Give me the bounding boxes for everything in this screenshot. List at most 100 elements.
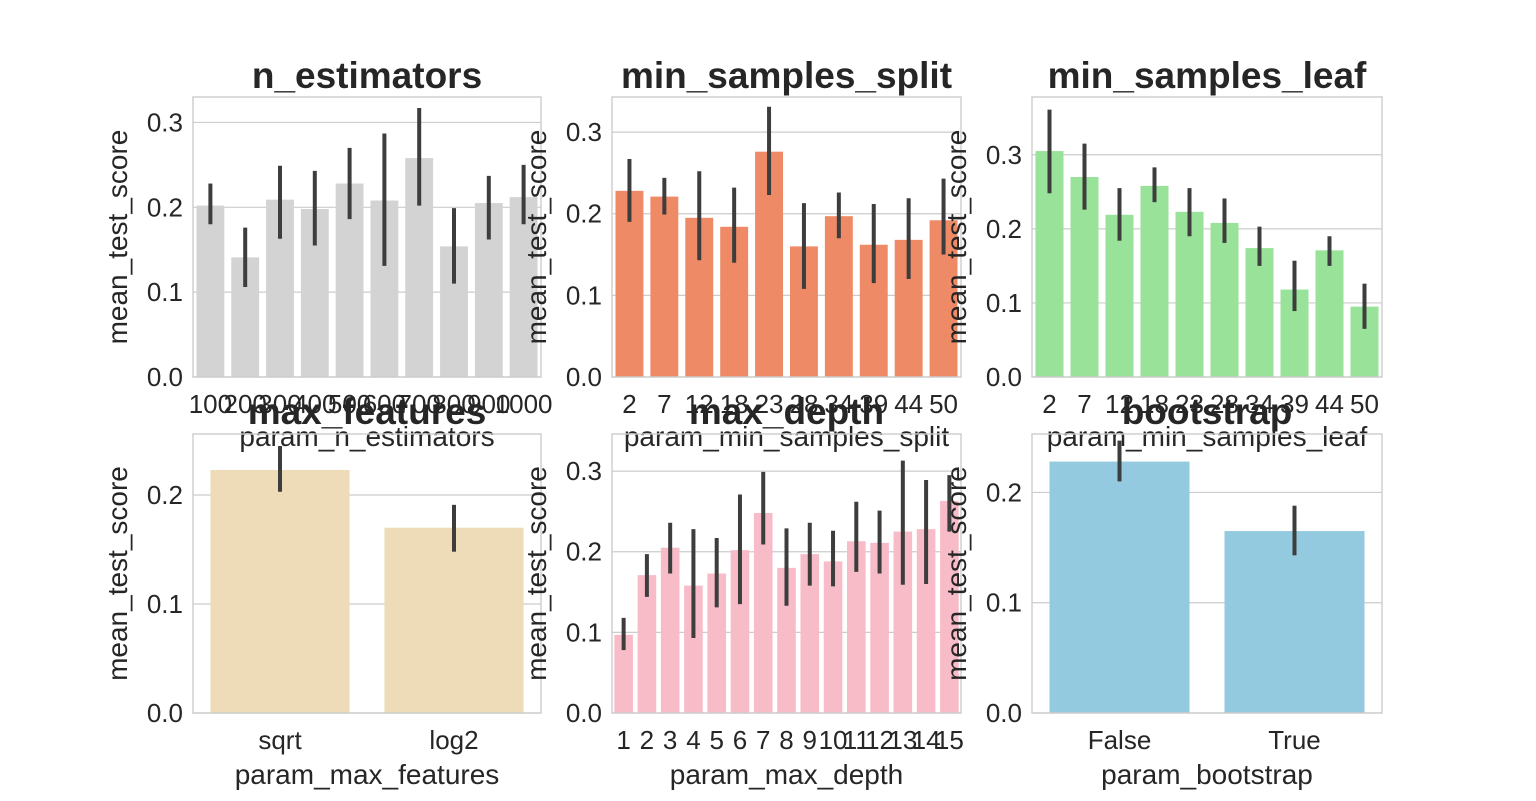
bar-13: [893, 531, 913, 713]
x-tick-label: 13: [888, 725, 917, 755]
x-tick-label: 28: [1210, 389, 1239, 419]
bar-8: [777, 567, 796, 713]
y-tick-label: 0.2: [566, 199, 602, 229]
x-tick-label: 2: [640, 725, 654, 755]
x-tick-label: 18: [1140, 389, 1169, 419]
x-axis-label: param_max_depth: [670, 759, 903, 790]
x-tick-label: 8: [779, 725, 793, 755]
y-tick-label: 0.0: [147, 362, 183, 392]
subplot-title: min_samples_leaf: [1048, 55, 1367, 96]
subplot-min-samples-leaf: 0.0 0.1 0.2 0.3 2 7 12 18 23 28 34 39 44 50param_min_…: [941, 55, 1383, 452]
bar-false: [1049, 461, 1190, 713]
subplot-title: min_samples_split: [621, 55, 952, 96]
bar-28: [1210, 222, 1239, 377]
x-tick-label: 900: [467, 389, 510, 419]
y-axis-label: mean_test_score: [941, 466, 972, 681]
x-tick-label: 400: [293, 389, 336, 419]
bar-44: [1315, 250, 1344, 377]
x-axis-label: param_bootstrap: [1101, 759, 1313, 790]
subplot-max-features: 0.0 0.1 0.2 sqrt log2 param_max_features mean_…: [102, 391, 542, 790]
y-tick-label: 0.2: [986, 214, 1022, 244]
bar-14: [916, 529, 936, 713]
x-tick-label: 15: [935, 725, 964, 755]
x-tick-label: 23: [755, 389, 784, 419]
bar-2: [637, 575, 657, 713]
subplot-title: bootstrap: [1122, 391, 1293, 432]
x-tick-label: 10: [819, 725, 848, 755]
y-tick-label: 0.1: [566, 280, 602, 310]
x-tick-label: 600: [363, 389, 406, 419]
subplot-title: n_estimators: [252, 55, 482, 96]
y-tick-label: 0.1: [986, 588, 1022, 618]
x-tick-label: True: [1268, 725, 1321, 755]
x-tick-label: 14: [912, 725, 941, 755]
axes-frame: [611, 96, 962, 378]
y-axis-label: mean_test_score: [941, 130, 972, 345]
bar-3: [660, 547, 680, 713]
x-axis-label: param_min_samples_split: [624, 421, 949, 452]
bar-12: [870, 542, 889, 713]
x-tick-label: 34: [824, 389, 853, 419]
bar-23: [1175, 211, 1204, 377]
axes-frame: [1031, 96, 1383, 378]
bar-15: [940, 500, 959, 713]
x-tick-label: 12: [865, 725, 894, 755]
bar-9: [800, 554, 820, 713]
x-tick-label: 1: [616, 725, 630, 755]
x-tick-label: 44: [1315, 389, 1344, 419]
bar-1: [614, 634, 633, 713]
subplot-min-samples-split: 0.0 0.1 0.2 0.3 2 7 12 18 23 28 34 39 44 50param_min_…: [521, 55, 962, 452]
bar-100: [196, 205, 225, 377]
y-axis-label: mean_test_score: [102, 130, 133, 345]
bar-34: [824, 216, 853, 377]
x-tick-label: sqrt: [258, 725, 302, 755]
bar-true: [1224, 531, 1365, 713]
y-axis-label: mean_test_score: [102, 466, 133, 681]
x-tick-label: 11: [843, 725, 870, 755]
x-tick-label: 12: [1105, 389, 1134, 419]
x-tick-label: 500: [328, 389, 371, 419]
axes-frame: [611, 433, 962, 714]
x-tick-label: 1000: [495, 389, 553, 419]
x-tick-label: 7: [657, 389, 671, 419]
subplot-max-depth: 0.00.10.20.31 2 3 4 5 6 7 8 9 101112131415param_m…: [521, 391, 964, 790]
bar-11: [846, 541, 866, 713]
axes-frame: [192, 96, 542, 378]
y-tick-label: 0.2: [147, 480, 183, 510]
bar-12: [1105, 214, 1134, 377]
x-tick-label: 12: [685, 389, 714, 419]
subplot-title: max_depth: [689, 391, 884, 432]
x-tick-label: 39: [1280, 389, 1309, 419]
x-tick-label: 200: [224, 389, 267, 419]
x-tick-label: 6: [733, 725, 747, 755]
x-tick-label: 4: [686, 725, 700, 755]
bar-7: [650, 196, 679, 377]
y-tick-label: 0.3: [566, 117, 602, 147]
x-tick-label: log2: [429, 725, 478, 755]
x-tick-label: 300: [258, 389, 301, 419]
y-tick-label: 0.3: [147, 107, 183, 137]
y-tick-label: 0.1: [566, 617, 602, 647]
x-tick-label: 3: [663, 725, 677, 755]
y-tick-label: 0.3: [986, 140, 1022, 170]
x-tick-label: 7: [1077, 389, 1091, 419]
x-tick-label: 100: [189, 389, 232, 419]
y-tick-label: 0.1: [147, 277, 183, 307]
y-tick-label: 0.3: [566, 456, 602, 486]
x-tick-label: 2: [622, 389, 636, 419]
y-tick-label: 0.2: [566, 537, 602, 567]
y-tick-label: 0.2: [986, 477, 1022, 507]
x-tick-label: False: [1088, 725, 1152, 755]
x-tick-label: 700: [398, 389, 441, 419]
x-tick-label: 50: [1350, 389, 1379, 419]
bar-6: [730, 550, 750, 713]
bar-4: [684, 585, 703, 713]
x-axis-label: param_max_features: [235, 759, 500, 790]
x-tick-label: 39: [859, 389, 888, 419]
y-axis-label: mean_test_score: [521, 466, 552, 681]
bar-7: [753, 513, 773, 713]
x-tick-label: 7: [756, 725, 770, 755]
bar-18: [1140, 185, 1169, 377]
x-tick-label: 9: [803, 725, 817, 755]
y-tick-label: 0.0: [566, 362, 602, 392]
